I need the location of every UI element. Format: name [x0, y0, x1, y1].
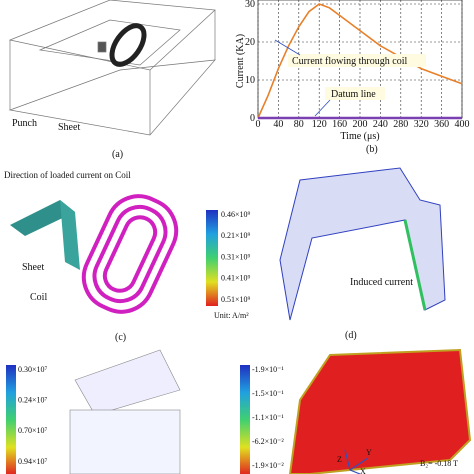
x-tick-label: 80 — [294, 119, 304, 130]
panel-c — [10, 194, 218, 314]
unit: Unit: A/m² — [214, 311, 249, 320]
annotation-arrow — [274, 39, 301, 56]
colorbar-label: 0.94×10⁷ — [18, 457, 48, 466]
y-tick-label: 20 — [245, 37, 255, 48]
colorbar-label: -1.9×10⁻¹ — [252, 365, 284, 374]
y-tick-label: 10 — [245, 75, 255, 86]
colorbar-label: 0.24×10⁷ — [18, 395, 48, 404]
label: Sheet — [22, 262, 44, 273]
label: Punch — [12, 118, 37, 129]
x-tick-label: 0 — [256, 119, 261, 130]
series-annotation: Datum line — [331, 89, 376, 100]
caption: (c) — [115, 332, 126, 343]
y-axis-label: Current (KA) — [235, 34, 246, 88]
axis-letter: X — [360, 467, 366, 474]
panel-e — [6, 349, 181, 474]
axis-letter: Y — [366, 448, 372, 457]
colorbar-label: 0.41×10⁹ — [221, 274, 251, 283]
colorbar-label: 0.70×10⁷ — [18, 426, 48, 435]
caption: (a) — [112, 149, 123, 160]
label: Coil — [30, 292, 47, 303]
label: B₂= -0.18 T — [420, 459, 458, 468]
x-tick-label: 320 — [414, 119, 429, 130]
caption: (b) — [366, 144, 378, 155]
series-annotation: Current flowing through coil — [292, 56, 407, 67]
x-tick-label: 400 — [455, 119, 470, 130]
label: Sheet — [58, 122, 80, 133]
colorbar-label: 0.21×10⁹ — [221, 231, 251, 240]
colorbar-label: 0.51×10⁹ — [221, 295, 251, 304]
chart: 0 40 80 120 160 200 240 280 320 360 400 0 10 20 30 Time… — [235, 0, 470, 142]
x-tick-label: 40 — [273, 119, 283, 130]
axis-letter: Z — [337, 455, 342, 464]
label: Direction of loaded current on Coil — [4, 170, 131, 180]
colorbar-label: 0.30×10⁷ — [18, 365, 48, 374]
colorbar-label: 0.46×10⁹ — [221, 210, 251, 219]
x-tick-label: 280 — [393, 119, 408, 130]
colorbar-label: -1.1×10⁻¹ — [252, 413, 284, 422]
x-tick-label: 120 — [312, 119, 327, 130]
annotation-arrow — [314, 99, 331, 117]
panel-d — [279, 167, 446, 321]
x-tick-label: 160 — [332, 119, 347, 130]
y-tick-label: 0 — [250, 113, 255, 124]
x-tick-label: 200 — [353, 119, 368, 130]
y-tick-label: 30 — [245, 0, 255, 10]
annotation-box — [325, 87, 385, 100]
x-tick-label: 240 — [373, 119, 388, 130]
annotation-box — [288, 54, 426, 67]
colorbar-label: -1.5×10⁻¹ — [252, 389, 284, 398]
colorbar-label: -6.2×10⁻² — [252, 437, 284, 446]
x-tick-label: 360 — [434, 119, 449, 130]
label: Induced current — [350, 277, 413, 288]
caption: (d) — [345, 330, 357, 341]
panel-f — [240, 348, 472, 474]
x-axis-label: Time (μs) — [340, 131, 379, 142]
colorbar-label: -1.9×10⁻² — [252, 461, 284, 470]
colorbar-label: 0.31×10⁹ — [221, 252, 251, 261]
panel-a — [8, 0, 216, 136]
